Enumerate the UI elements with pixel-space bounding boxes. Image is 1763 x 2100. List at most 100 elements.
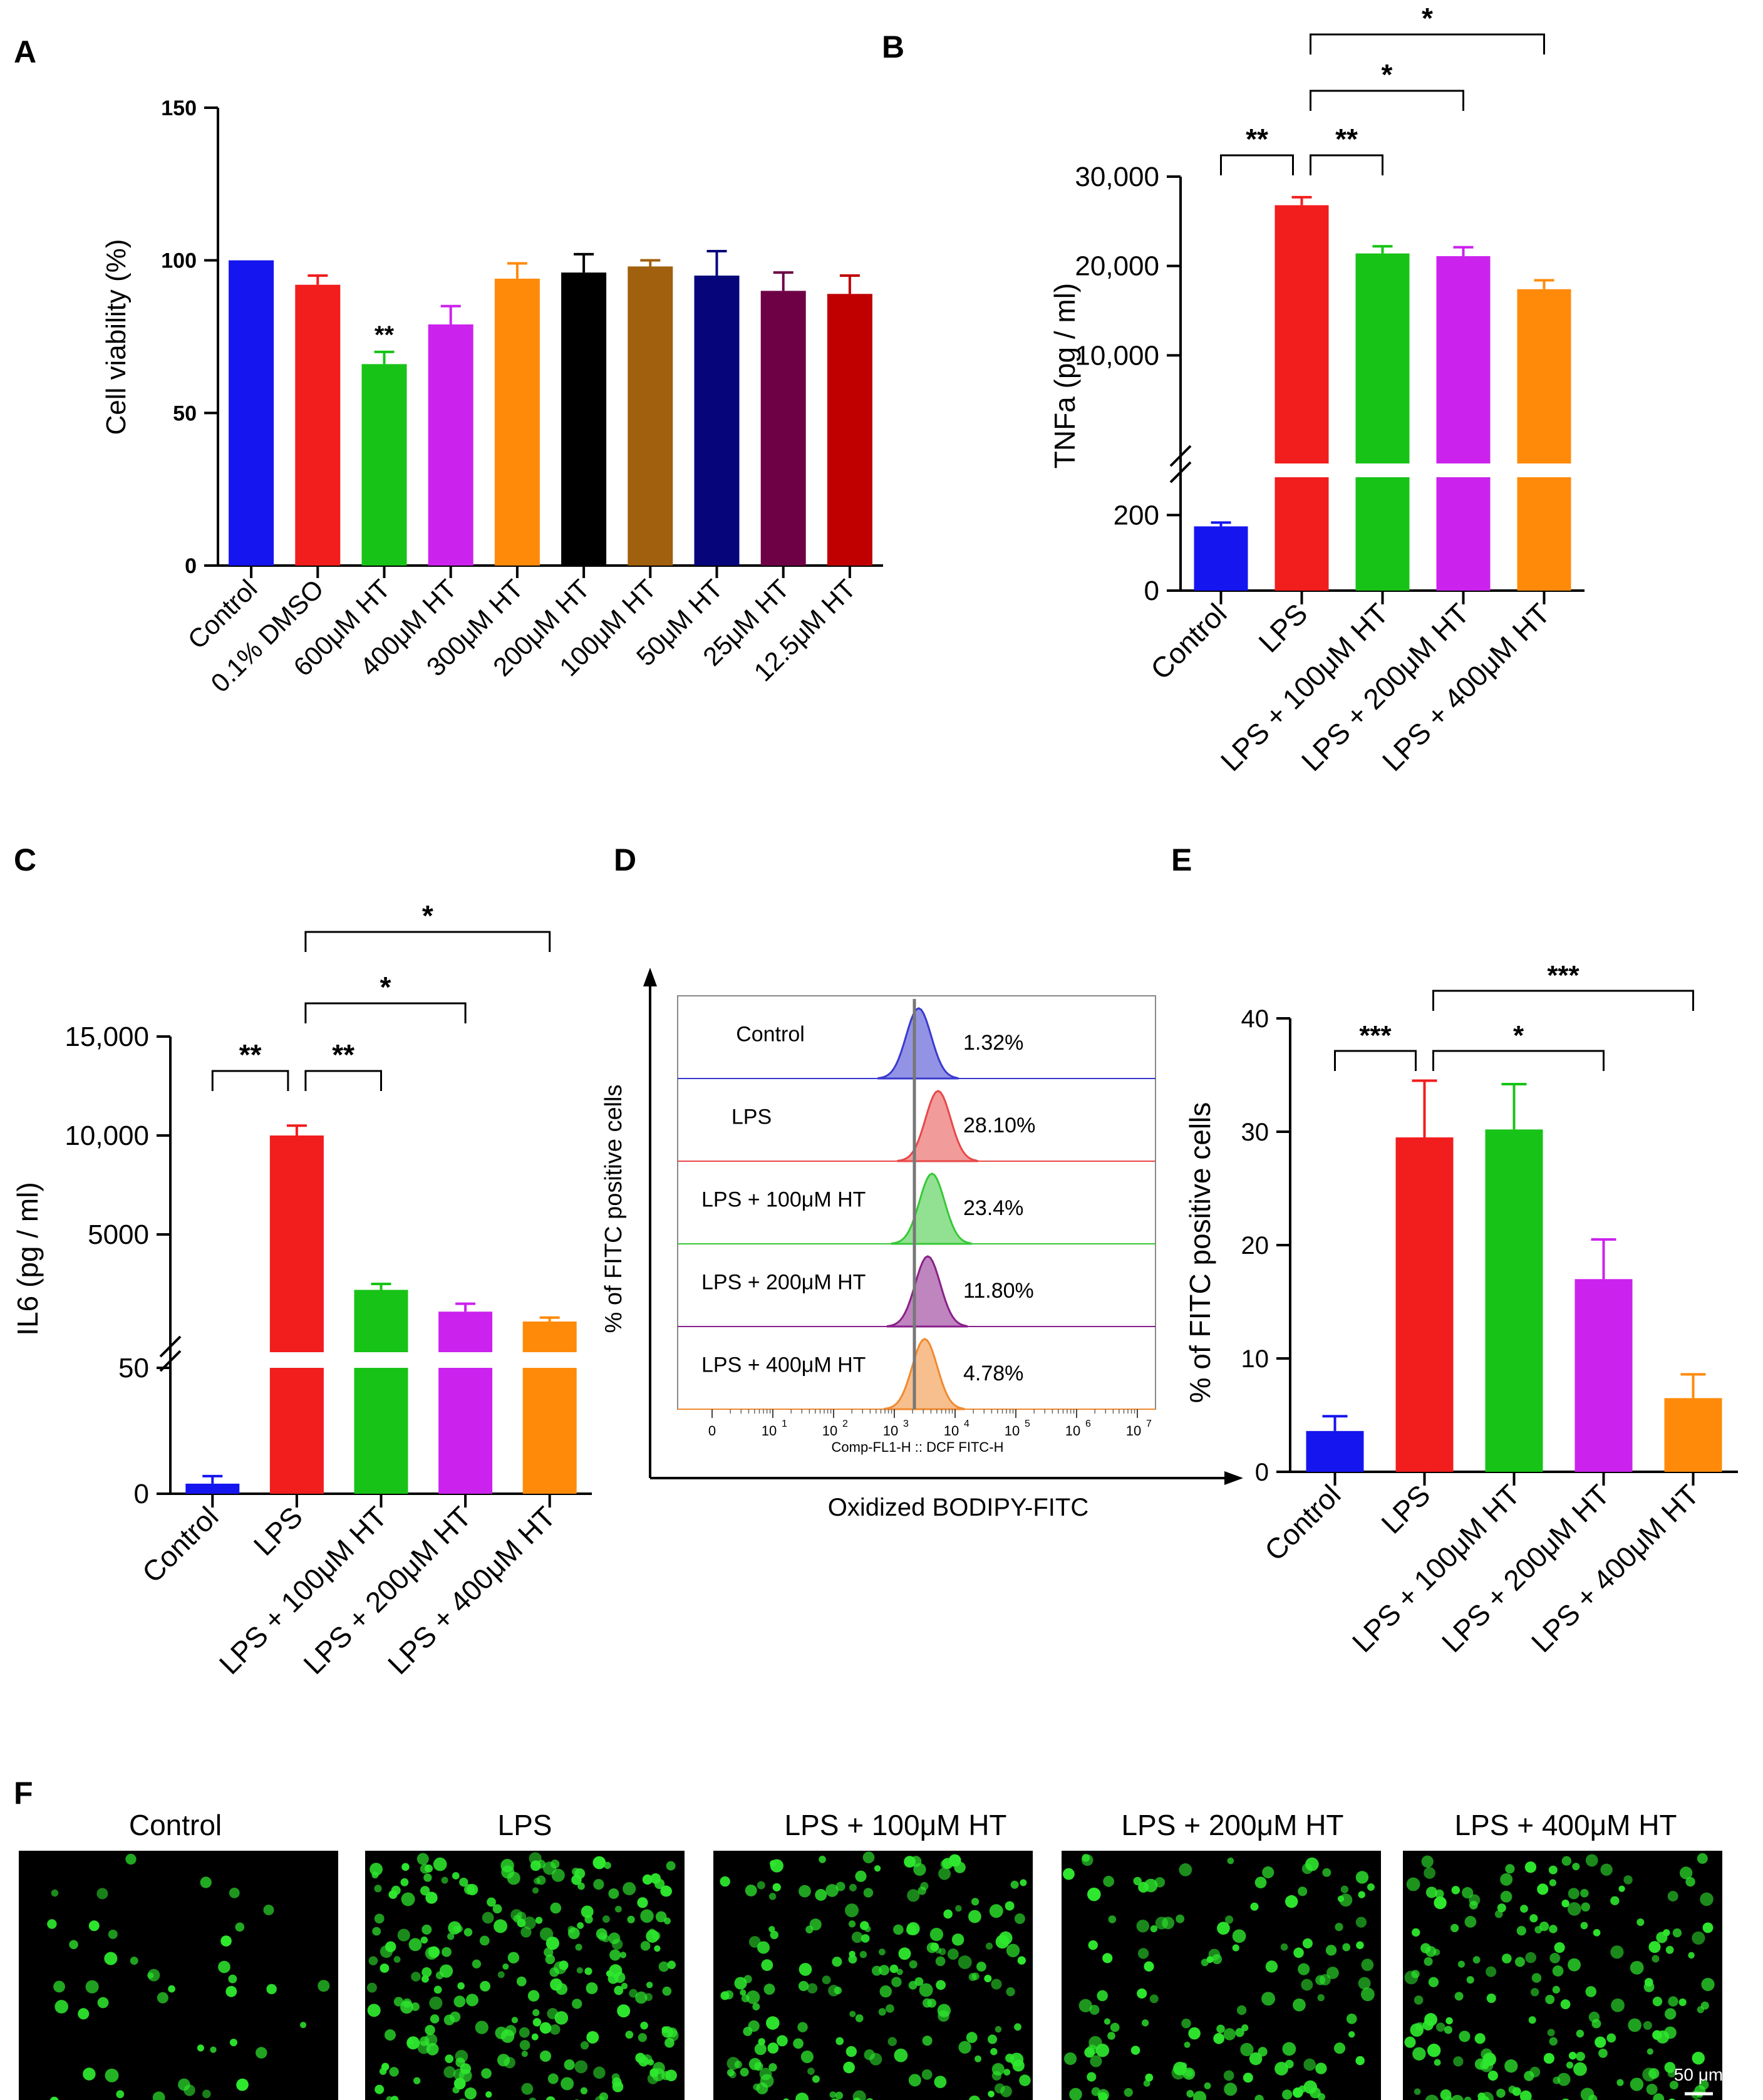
panel-f-cell — [1636, 1918, 1645, 1927]
panel-f-cell — [1310, 2087, 1321, 2099]
panel-f-cell — [1561, 1900, 1569, 1908]
panel-f-cell — [891, 1977, 902, 1987]
panel-a-bar — [229, 260, 274, 566]
panel-f-cell — [1435, 1889, 1444, 1899]
panel-f-cell — [1090, 2055, 1102, 2067]
panel-d-histogram-peak — [877, 1007, 959, 1080]
panel-f-cell — [1434, 1896, 1447, 1910]
panel-f-cell — [1110, 2022, 1120, 2032]
panel-f-cell — [1545, 1994, 1555, 2004]
panel-f-cell — [445, 2054, 454, 2063]
panel-f-cell — [893, 1924, 904, 1935]
panel-f-cell — [584, 1915, 593, 1924]
panel-f-cell — [1580, 1889, 1589, 1898]
panel-f-cell — [1561, 2098, 1569, 2100]
panel-f-cell — [1525, 1952, 1537, 1963]
panel-f-cell — [1155, 1916, 1169, 1930]
panel-b-y-tick-label: 200 — [1114, 500, 1159, 530]
panel-f-cell — [519, 2027, 530, 2038]
panel-c-significance-bracket — [304, 1070, 382, 1091]
panel-f-cell — [889, 1964, 899, 1973]
panel-b-axis-break-mark — [1169, 461, 1192, 484]
panel-f-cell — [571, 1875, 582, 1885]
panel-f-cell — [874, 1865, 881, 1872]
panel-e-bar — [1306, 1430, 1364, 1472]
panel-f-cell — [1568, 1888, 1579, 1900]
panel-f-cell — [1144, 1961, 1154, 1972]
panel-f-cell — [1643, 2020, 1652, 2030]
panel-a-y-tick-label: 100 — [161, 249, 197, 273]
panel-f-cell — [96, 1888, 108, 1900]
panel-f-cell — [1216, 2024, 1225, 2034]
panel-f-cell — [429, 1996, 443, 2010]
panel-d-row-label: LPS + 100μM HT — [701, 1188, 866, 1212]
panel-f-cell — [78, 2008, 90, 2020]
panel-f-cell — [720, 1876, 730, 1887]
panel-f-cell — [754, 2062, 763, 2071]
panel-f-cell — [1698, 2079, 1709, 2090]
panel-f-cell — [54, 2000, 69, 2014]
panel-c-axis-break-mark — [159, 1335, 182, 1358]
panel-f-cell — [913, 1863, 926, 1876]
panel-f-cell — [894, 2048, 908, 2062]
panel-b-significance-label: ** — [1246, 123, 1268, 155]
panel-f-cell — [614, 1905, 622, 1913]
panel-b-significance-bracket — [1310, 154, 1383, 175]
panel-f-cell — [1477, 2096, 1490, 2100]
panel-f-cell — [1549, 1879, 1557, 1886]
panel-f-cell — [1593, 1929, 1601, 1937]
panel-d-x-tick-exponent: 1 — [782, 1419, 787, 1429]
panel-f-cell — [1454, 1992, 1464, 2001]
panel-f-cell — [1213, 2032, 1224, 2044]
panel-f-cell — [1184, 2041, 1191, 2048]
panel-f-cell — [1588, 2011, 1600, 2023]
panel-f-cell — [1552, 1985, 1560, 1994]
panel-f-cell — [617, 2004, 631, 2018]
panel-f-cell — [1150, 1925, 1158, 1933]
panel-f-cell — [494, 1919, 508, 1933]
panel-f-cell — [1610, 1896, 1620, 1906]
panel-f-cell — [1089, 2005, 1100, 2015]
panel-f-cell — [1700, 1892, 1714, 1906]
panel-a-bar — [827, 294, 872, 566]
panel-f-cell — [549, 1967, 559, 1977]
panel-f-cell — [832, 1957, 842, 1967]
panel-b-significance-label: * — [1422, 2, 1433, 34]
panel-a-y-tick-label: 50 — [173, 401, 197, 425]
panel-f-cell — [380, 1945, 393, 1958]
panel-f-cell — [887, 2037, 897, 2046]
panel-f-cell — [896, 1968, 903, 1975]
panel-f-cell — [795, 2092, 809, 2100]
panel-f-cell — [1249, 2052, 1263, 2066]
panel-f-cell — [49, 2096, 59, 2100]
panel-f-cell — [425, 2025, 435, 2035]
panel-f-cell — [1087, 2072, 1097, 2082]
panel-f-cell — [866, 2098, 874, 2100]
panel-f-cell — [1250, 1902, 1259, 1911]
panel-f-cell — [53, 1980, 65, 1993]
panel-f-scale-label: 50 μm — [1674, 2065, 1723, 2084]
panel-f-cell — [822, 1975, 831, 1985]
panel-f-cell — [1005, 1901, 1015, 1911]
panel-f-cell — [397, 1928, 410, 1942]
panel-f-cell — [1240, 2042, 1254, 2057]
panel-f-cell — [612, 2081, 624, 2092]
panel-f-cell — [1668, 2098, 1675, 2100]
panel-f-cell — [757, 1881, 765, 1890]
panel-f-cell — [1346, 2014, 1357, 2024]
panel-f-cell — [939, 1948, 946, 1955]
panel-c-y-tick-label: 5000 — [88, 1219, 149, 1250]
panel-f-cell — [1567, 1902, 1581, 1916]
panel-f-cell — [1014, 2023, 1021, 2031]
panel-f-cell — [1585, 1986, 1597, 1997]
panel-f-cell — [1561, 1856, 1572, 1866]
panel-f-cell — [1130, 2046, 1140, 2055]
panel-f-cell — [793, 2038, 804, 2049]
panel-f-cell — [1693, 2098, 1702, 2100]
panel-f-cell — [968, 2095, 980, 2100]
panel-f-cell — [1005, 2053, 1015, 2063]
panel-f-image-title: Control — [129, 1809, 222, 1841]
panel-f-cell — [1212, 1953, 1223, 1965]
panel-f-cell — [1685, 1876, 1695, 1887]
panel-f-cell — [1241, 2024, 1249, 2032]
